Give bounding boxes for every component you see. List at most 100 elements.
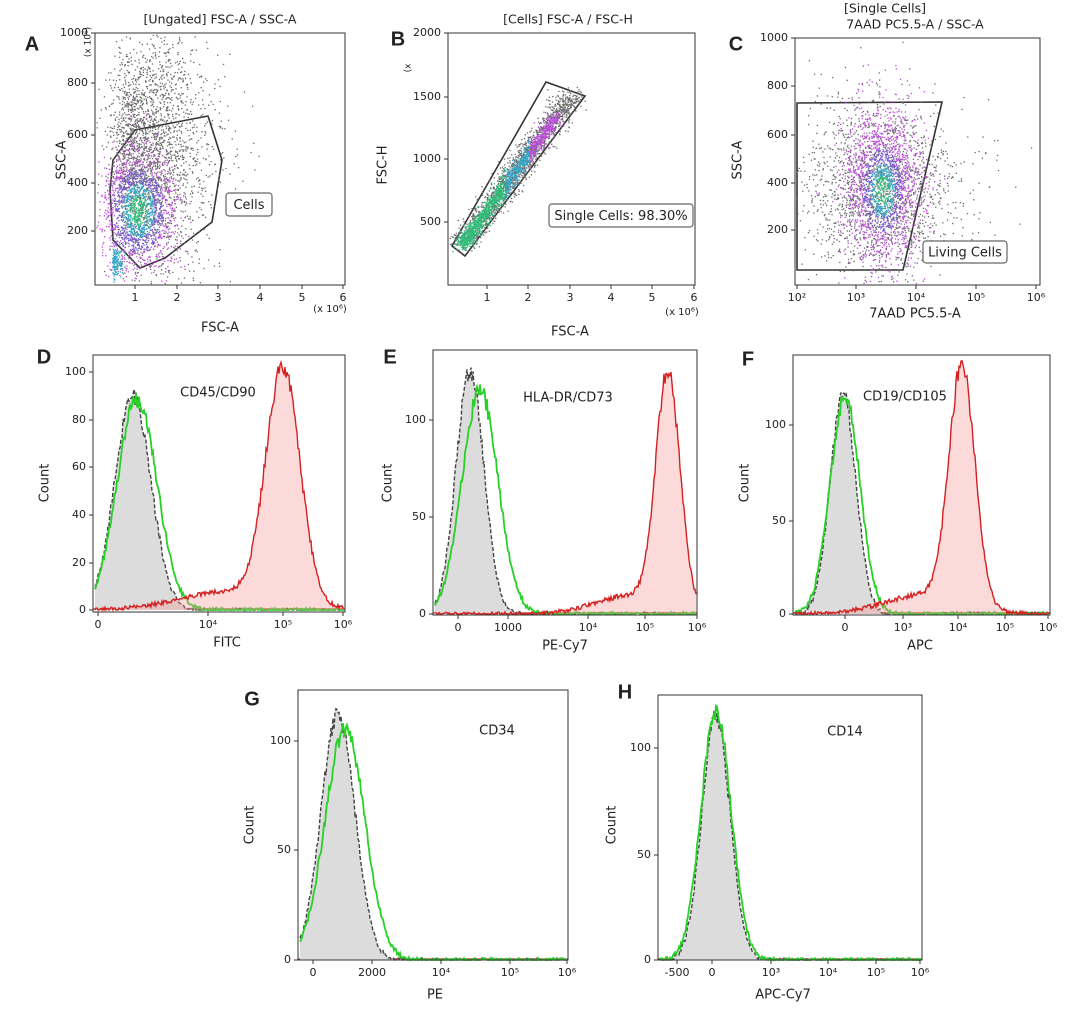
event-dot	[127, 132, 129, 135]
event-dot	[567, 91, 569, 94]
event-dot	[114, 200, 117, 202]
event-dot	[180, 231, 182, 233]
event-dot	[128, 172, 131, 175]
event-dot	[151, 222, 154, 224]
event-dot	[133, 98, 136, 100]
event-dot	[199, 183, 201, 185]
event-dot	[166, 186, 168, 188]
event-dot	[145, 147, 147, 149]
event-dot	[147, 128, 149, 130]
event-dot	[125, 205, 127, 207]
event-dot	[158, 215, 160, 217]
event-dot	[112, 199, 114, 201]
event-dot	[167, 66, 169, 68]
event-dot	[117, 270, 119, 272]
event-dot	[118, 51, 121, 54]
event-dot	[149, 149, 151, 151]
event-dot	[196, 211, 198, 213]
event-dot	[146, 170, 148, 173]
event-dot	[140, 174, 142, 176]
event-dot	[139, 204, 142, 207]
event-dot	[183, 74, 185, 76]
event-dot	[225, 167, 227, 170]
event-dot	[145, 232, 147, 235]
event-dot	[167, 125, 169, 127]
event-dot	[124, 225, 127, 227]
event-dot	[503, 203, 505, 205]
event-dot	[173, 185, 176, 187]
event-dot	[171, 212, 173, 214]
event-dot	[122, 237, 124, 239]
event-dot	[199, 179, 201, 181]
event-dot	[130, 208, 133, 210]
event-dot	[131, 81, 134, 83]
event-dot	[126, 102, 128, 105]
event-dot	[135, 239, 137, 241]
event-dot	[102, 243, 104, 245]
event-dot	[203, 228, 205, 230]
event-dot	[518, 155, 520, 157]
event-dot	[136, 272, 138, 274]
event-dot	[156, 228, 159, 231]
event-dot	[538, 123, 541, 125]
event-dot	[107, 126, 109, 128]
event-dot	[202, 81, 205, 83]
event-dot	[141, 97, 143, 99]
event-dot	[141, 92, 143, 94]
event-dot	[125, 94, 127, 96]
event-dot	[574, 101, 576, 103]
event-dot	[135, 123, 137, 126]
event-dot	[563, 104, 565, 106]
event-dot	[133, 92, 135, 94]
event-dot	[121, 237, 123, 239]
event-dot	[123, 235, 125, 237]
event-dot	[168, 231, 170, 233]
event-dot	[127, 110, 130, 112]
event-dot	[199, 162, 201, 164]
event-dot	[160, 118, 162, 120]
event-dot	[177, 246, 179, 248]
event-dot	[160, 224, 162, 227]
event-dot	[141, 155, 143, 157]
event-dot	[165, 217, 167, 220]
event-dot	[114, 55, 116, 57]
event-dot	[166, 242, 168, 244]
event-dot	[193, 124, 196, 126]
event-dot	[137, 192, 139, 194]
event-dot	[124, 228, 126, 230]
event-dot	[179, 193, 181, 195]
event-dot	[184, 216, 187, 218]
event-dot	[153, 73, 155, 76]
event-dot	[540, 121, 542, 124]
event-dot	[128, 58, 130, 60]
event-dot	[150, 182, 152, 184]
event-dot	[103, 96, 106, 98]
event-dot	[196, 160, 198, 163]
event-dot	[159, 265, 161, 267]
event-dot	[152, 99, 154, 101]
event-dot	[147, 137, 149, 139]
event-dot	[136, 79, 139, 81]
event-dot	[156, 162, 158, 164]
event-dot	[148, 153, 150, 155]
event-dot	[160, 206, 162, 208]
event-dot	[131, 177, 133, 179]
event-dot	[130, 124, 133, 127]
event-dot	[161, 220, 163, 222]
event-dot	[172, 180, 174, 183]
event-dot	[130, 175, 132, 177]
event-dot	[138, 210, 140, 212]
event-dot	[149, 84, 151, 86]
event-dot	[111, 209, 113, 211]
event-dot	[181, 93, 183, 95]
event-dot	[122, 173, 124, 175]
event-dot	[138, 209, 140, 211]
event-dot	[122, 178, 124, 180]
event-dot	[134, 139, 136, 141]
event-dot	[168, 144, 170, 146]
event-dot	[133, 261, 135, 263]
event-dot	[163, 101, 165, 103]
event-dot	[200, 137, 202, 139]
event-dot	[133, 77, 135, 80]
event-dot	[170, 73, 172, 76]
